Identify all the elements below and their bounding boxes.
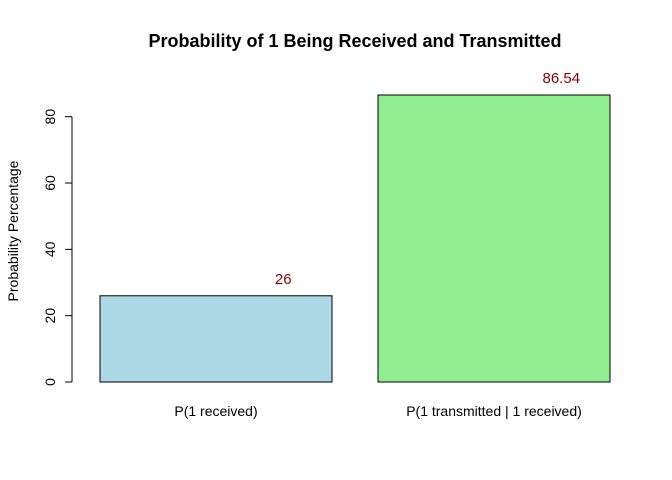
bar bbox=[99, 295, 333, 383]
value-labels: 26 86.54 bbox=[275, 70, 580, 288]
y-tick-label: 20 bbox=[42, 308, 58, 324]
chart-title: Probability of 1 Being Received and Tran… bbox=[148, 31, 561, 51]
y-axis-label: Probability Percentage bbox=[5, 160, 21, 301]
bars bbox=[99, 94, 611, 383]
y-tick-label: 60 bbox=[42, 175, 58, 191]
x-category-label: P(1 transmitted | 1 received) bbox=[406, 403, 582, 419]
x-category-label: P(1 received) bbox=[174, 403, 257, 419]
y-tick-label: 40 bbox=[42, 241, 58, 257]
bar bbox=[377, 94, 611, 383]
data-label: 26 bbox=[275, 271, 292, 288]
y-tick-label: 80 bbox=[42, 109, 58, 125]
category-labels: P(1 received) P(1 transmitted | 1 receive… bbox=[174, 403, 581, 419]
data-label: 86.54 bbox=[543, 70, 581, 87]
y-axis: 0 20 40 60 80 bbox=[42, 109, 73, 386]
y-tick-label: 0 bbox=[42, 378, 58, 386]
